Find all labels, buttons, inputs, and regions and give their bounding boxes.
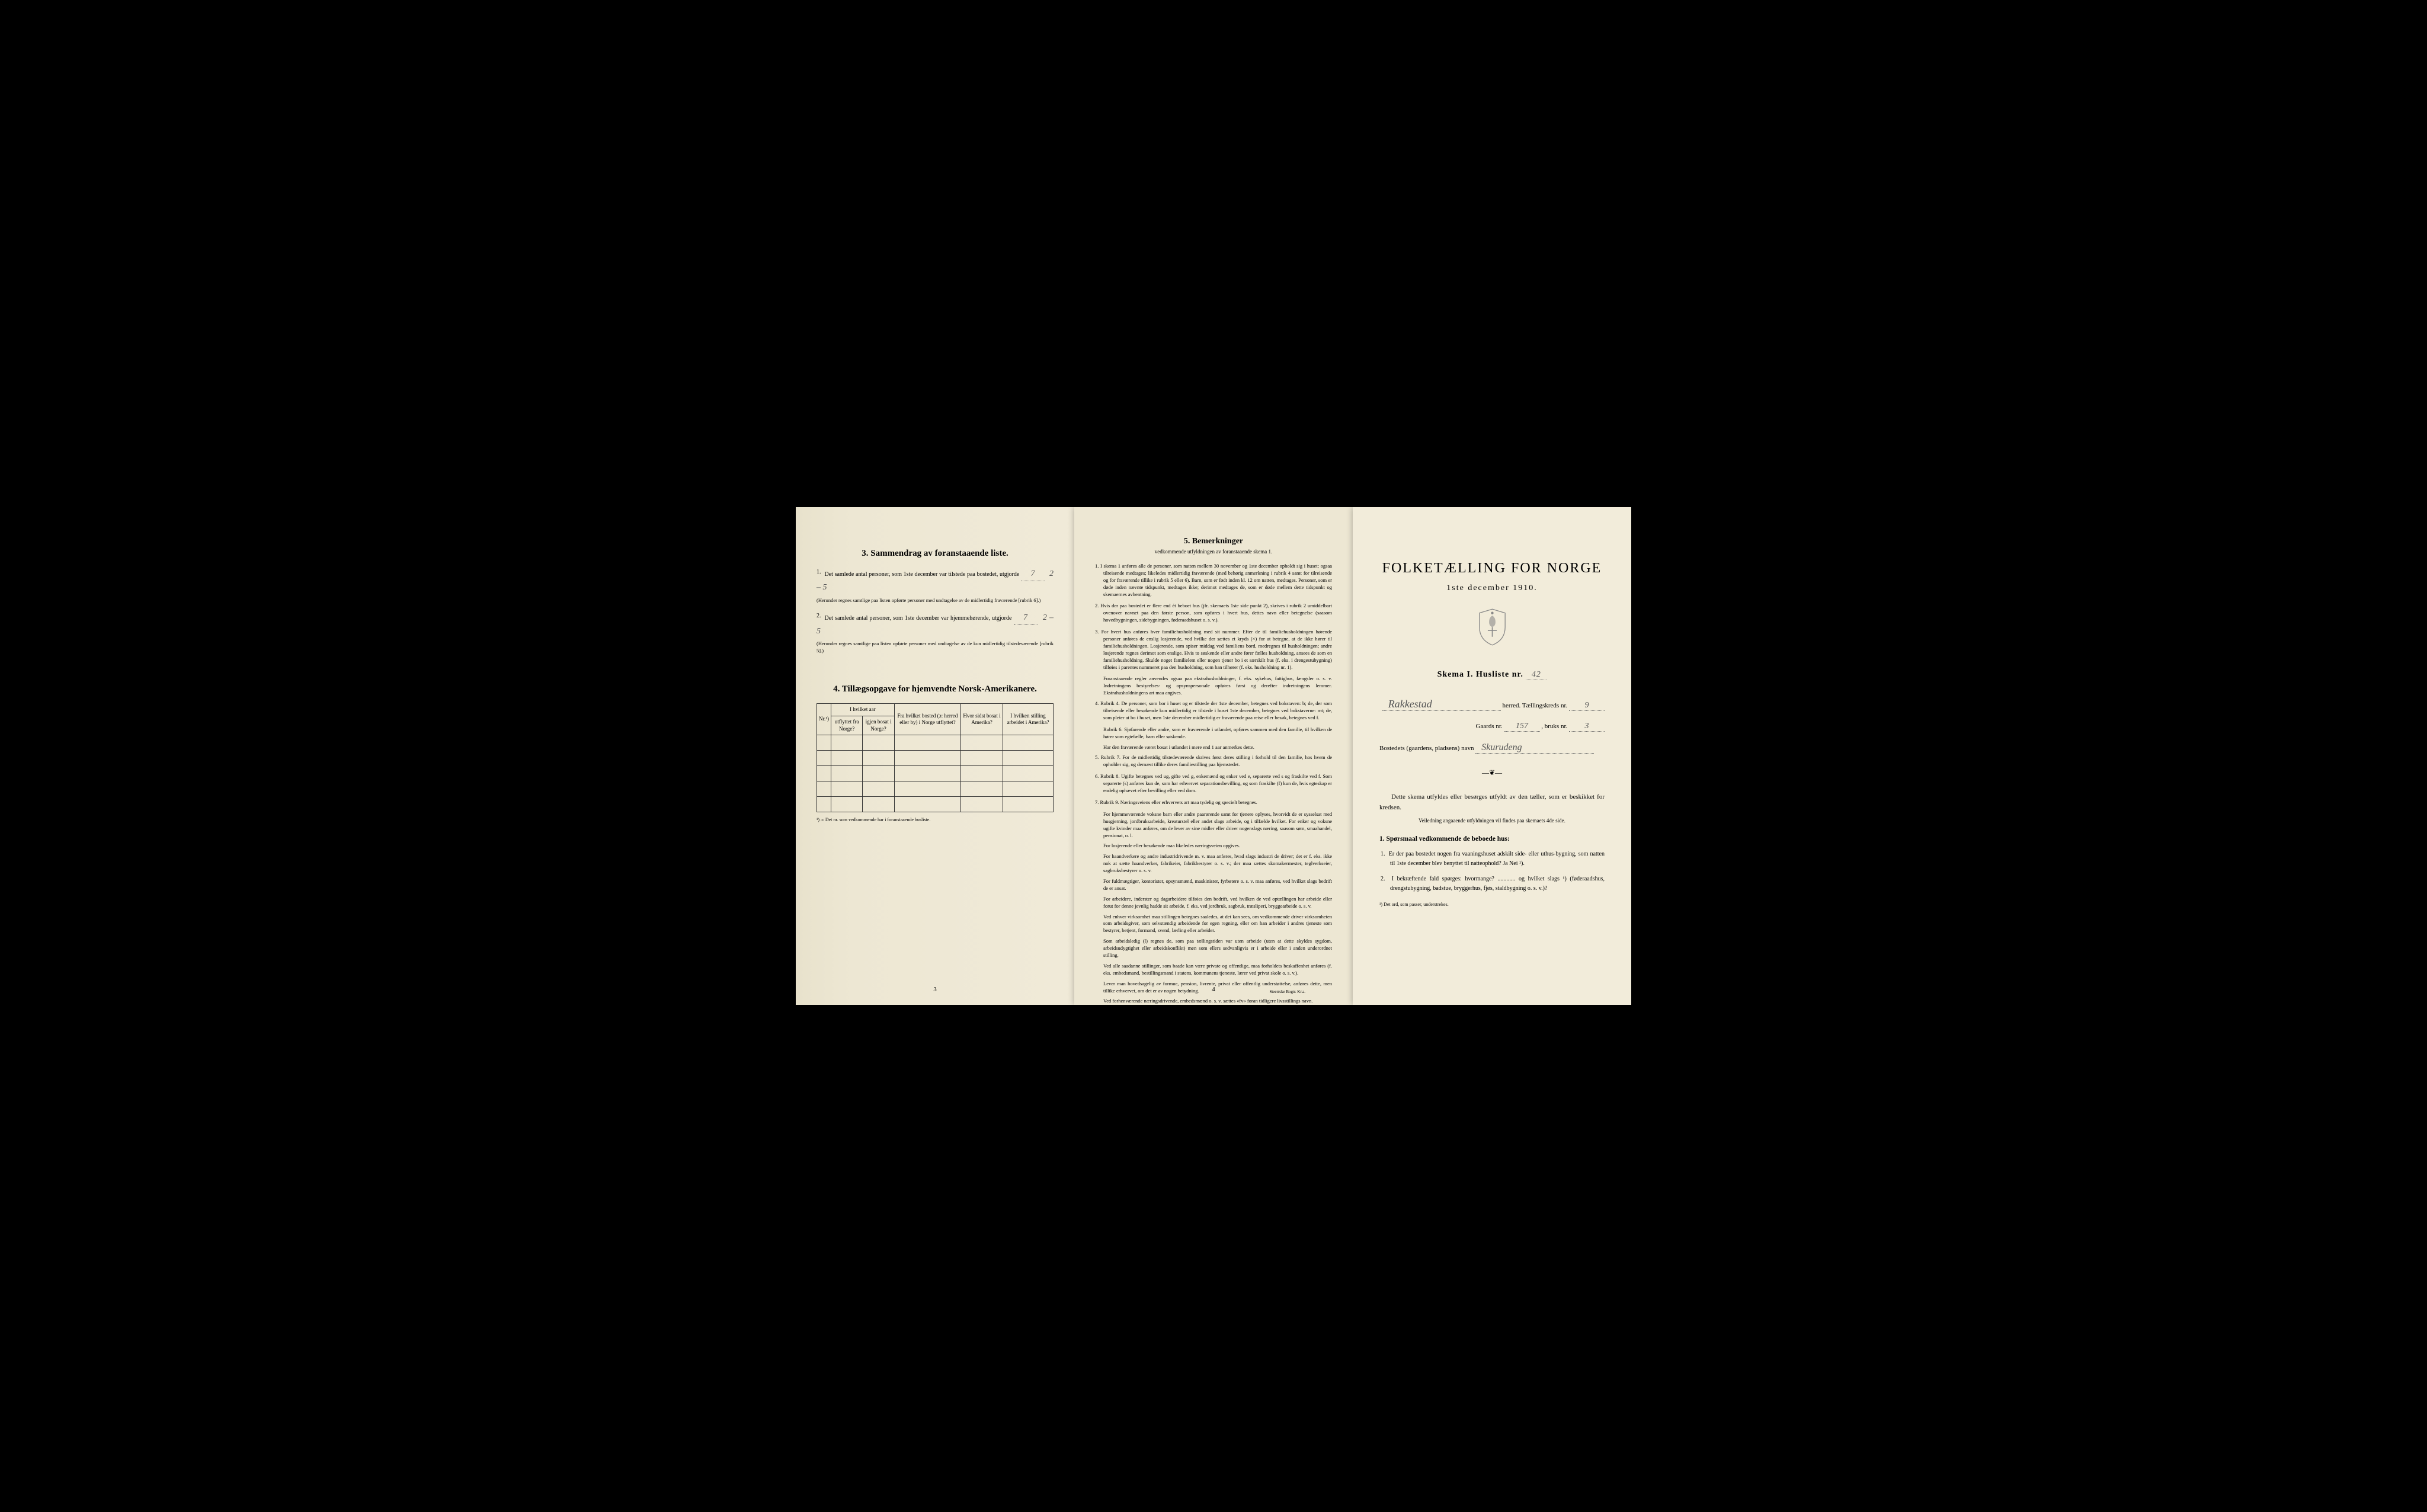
bosted-line: Bostedets (gaardens, pladsens) navn Skur… [1379,742,1605,754]
th-emigrated: utflyttet fra Norge? [831,716,862,735]
bruks-nr: 3 [1569,722,1605,732]
remark-6: 6. Rubrik 8. Ugifte betegnes ved ug, gif… [1095,773,1332,795]
herred-line: Rakkestad herred. Tællingskreds nr. 9 [1379,698,1605,711]
remark-7e: For arbeidere, inderster og dagarbeidere… [1095,896,1332,910]
remark-8: 8. Rubrik 14. Sinker og lignende aandssl… [1095,1008,1332,1016]
american-table: Nr.¹) I hvilket aar Fra hvilket bosted (… [817,703,1054,812]
remark-7a: For hjemmeværende voksne barn eller andr… [1095,811,1332,840]
table-row [817,781,1054,797]
census-date: 1ste december 1910. [1373,584,1610,593]
summary-item-1: 1. Det samlede antal personer, som 1ste … [817,568,1054,604]
table-footnote: ¹) ɔ: Det nr. som vedkommende har i fora… [817,817,1054,822]
q1-text: Er der paa bostedet nogen fra vaaningshu… [1389,851,1605,867]
printer-note: Steen'ske Bogtr. Kr.a. [1269,989,1305,994]
ornament-divider-icon: ―❦― [1373,768,1610,777]
bruks-label: , bruks nr. [1541,723,1567,730]
page-1-cover: FOLKETÆLLING FOR NORGE 1ste december 191… [1353,507,1631,1005]
kreds-nr: 9 [1569,701,1605,711]
remark-7c: For haandverkere og andre industridriven… [1095,853,1332,874]
herred-name: Rakkestad [1382,698,1501,711]
remarks-subtitle: vedkommende utfyldningen av foranstaaend… [1095,549,1332,555]
remark-7b: For losjerende eller besøkende maa likel… [1095,843,1332,850]
item-1-value: 7 [1021,568,1045,581]
gaards-nr: 157 [1504,722,1540,732]
item-2-note: (Herunder regnes samtlige paa listen opf… [817,640,1054,655]
section-3-title: 3. Sammendrag av foranstaaende liste. [817,549,1054,559]
table-row [817,766,1054,781]
th-nr: Nr.¹) [817,704,831,735]
remark-4a: Rubrik 6. Sjøfarende eller andre, som er… [1095,726,1332,741]
th-where: Hvor sidst bosat i Amerika? [961,704,1003,735]
bosted-name: Skurudeng [1475,742,1594,754]
remark-7g: Som arbeidsledig (l) regnes de, som paa … [1095,938,1332,959]
page-number: 3 [933,986,937,993]
remark-4b: Har den fraværende været bosat i utlande… [1095,744,1332,751]
remark-3: 3. For hvert hus anføres hver familiehus… [1095,629,1332,671]
th-from: Fra hvilket bosted (ɔ: herred eller by) … [894,704,960,735]
remark-3a: Foranstaaende regler anvendes ogsaa paa … [1095,675,1332,697]
husliste-nr: 42 [1526,670,1547,680]
remark-7f: Ved enhver virksomhet maa stillingen bet… [1095,914,1332,935]
table-row [817,797,1054,812]
th-position: I hvilken stilling arbeidet i Amerika? [1003,704,1053,735]
remark-7h: Ved alle saadanne stillinger, som baade … [1095,963,1332,977]
census-document: 3. Sammendrag av foranstaaende liste. 1.… [796,507,1631,1005]
item-2-value: 7 [1014,611,1038,625]
item-number: 1. [817,568,821,577]
skema-label: Skema I. Husliste nr. [1437,670,1523,679]
remark-7j: Ved forhenværende næringsdrivende, embed… [1095,998,1332,1005]
section-4-title: 4. Tillægsopgave for hjemvendte Norsk-Am… [817,684,1054,694]
main-title: FOLKETÆLLING FOR NORGE [1373,560,1610,576]
item-2-text: Det samlede antal personer, som 1ste dec… [825,615,1012,622]
th-year: I hvilket aar [831,704,894,716]
coat-of-arms-icon [1373,608,1610,649]
footnote: ¹) Det ord, som passer, understrekes. [1379,902,1605,907]
item-1-note: (Herunder regnes samtlige paa listen opf… [817,597,1054,604]
question-1: 1. Er der paa bostedet nogen fra vaaning… [1390,850,1605,869]
remark-2: 2. Hvis der paa bostedet er flere end ét… [1095,603,1332,624]
remark-7d: For fuldmægtiger, kontorister, opsynsmæn… [1095,878,1332,892]
skema-line: Skema I. Husliste nr. 42 [1373,670,1610,680]
item-1-text: Det samlede antal personer, som 1ste dec… [825,571,1020,578]
page-number: 4 [1212,986,1215,993]
table-row [817,751,1054,766]
th-returned: igjen bosat i Norge? [863,716,895,735]
item-number: 2. [817,611,821,621]
remark-5: 5. Rubrik 7. For de midlertidig tilstede… [1095,754,1332,768]
question-2: 2. I bekræftende fald spørges: hvormange… [1390,874,1605,893]
remark-7: 7. Rubrik 9. Næringsveiens eller erhverv… [1095,799,1332,806]
q2-text: I bekræftende fald spørges: hvormange? .… [1390,876,1605,892]
remark-8a: Som blinde regnes de, som ikke har gangs… [1095,1020,1332,1027]
table-row [817,735,1054,751]
intro-note: Veiledning angaaende utfyldningen vil fi… [1373,818,1610,824]
remark-1: 1. I skema 1 anføres alle de personer, s… [1095,563,1332,598]
intro-text-1: Dette skema utfyldes eller besørges utfy… [1379,792,1605,813]
remarks-title: 5. Bemerkninger [1095,537,1332,546]
gaards-line: Gaards nr. 157 , bruks nr. 3 [1379,722,1605,732]
herred-label: herred. Tællingskreds nr. [1502,702,1567,709]
gaards-label: Gaards nr. [1476,723,1503,730]
bosted-label: Bostedets (gaardens, pladsens) navn [1379,745,1474,752]
remark-4: 4. Rubrik 4. De personer, som bor i huse… [1095,700,1332,722]
question-header: 1. Spørsmaal vedkommende de beboede hus: [1379,835,1605,843]
summary-item-2: 2. Det samlede antal personer, som 1ste … [817,611,1054,655]
page-4: 5. Bemerkninger vedkommende utfyldningen… [1074,507,1353,1005]
page-3: 3. Sammendrag av foranstaaende liste. 1.… [796,507,1074,1005]
